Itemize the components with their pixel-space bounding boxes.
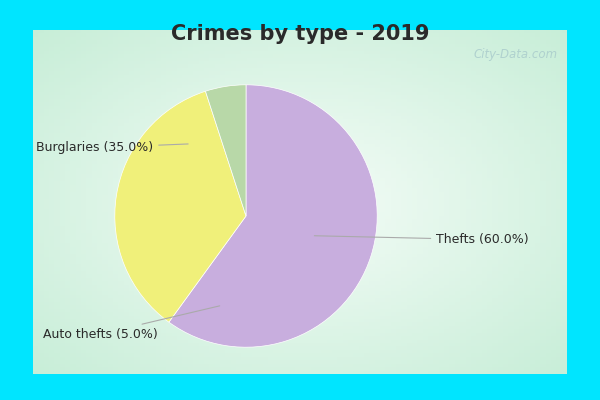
Wedge shape bbox=[169, 85, 377, 347]
Text: Thefts (60.0%): Thefts (60.0%) bbox=[314, 233, 529, 246]
Wedge shape bbox=[115, 91, 246, 322]
Wedge shape bbox=[205, 85, 246, 216]
Text: Auto thefts (5.0%): Auto thefts (5.0%) bbox=[43, 306, 220, 340]
Text: Burglaries (35.0%): Burglaries (35.0%) bbox=[36, 141, 188, 154]
Text: Crimes by type - 2019: Crimes by type - 2019 bbox=[171, 24, 429, 44]
Text: City-Data.com: City-Data.com bbox=[474, 48, 558, 61]
